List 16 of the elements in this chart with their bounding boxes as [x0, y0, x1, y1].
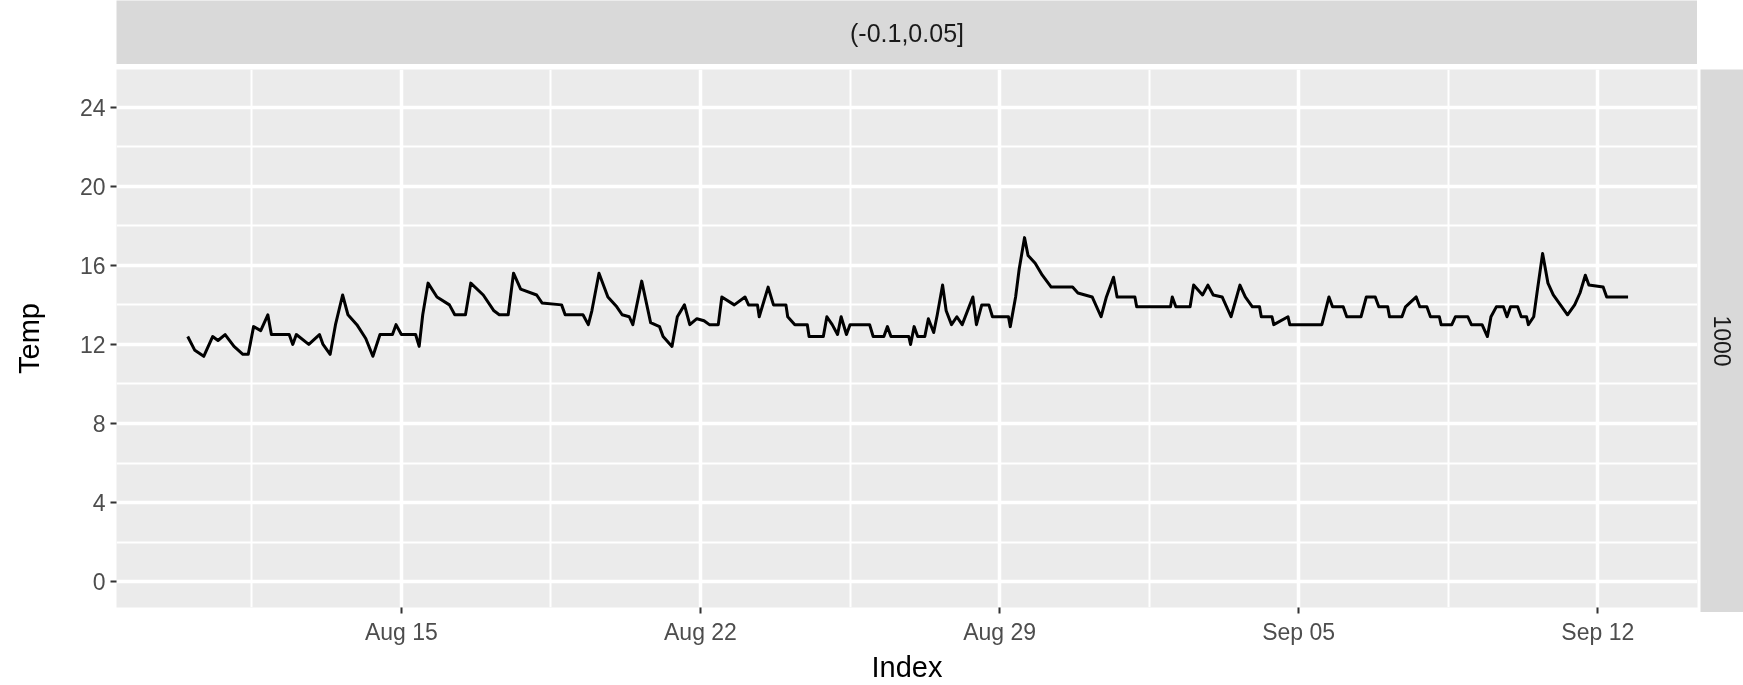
y-tick-label: 16 [79, 252, 106, 279]
x-axis-title: Index [871, 650, 943, 683]
x-tick-label: Sep 05 [1262, 618, 1336, 645]
y-tick-label: 8 [92, 411, 106, 438]
x-tick-label: Aug 15 [364, 618, 438, 645]
y-tick-label: 4 [92, 490, 106, 517]
y-tick-label: 0 [92, 569, 106, 596]
chart-title: (-0.1,0.05] [850, 18, 964, 47]
y-tick-label: 20 [79, 173, 106, 200]
x-tick-label: Sep 12 [1561, 618, 1635, 645]
y-tick-label: 12 [79, 331, 106, 358]
y-tick-label: 24 [79, 94, 106, 121]
y-axis-title: Temp [12, 303, 45, 374]
text: 1000 [1708, 315, 1735, 367]
x-tick-label: Aug 29 [963, 618, 1037, 645]
x-tick-label: Aug 22 [664, 618, 737, 645]
